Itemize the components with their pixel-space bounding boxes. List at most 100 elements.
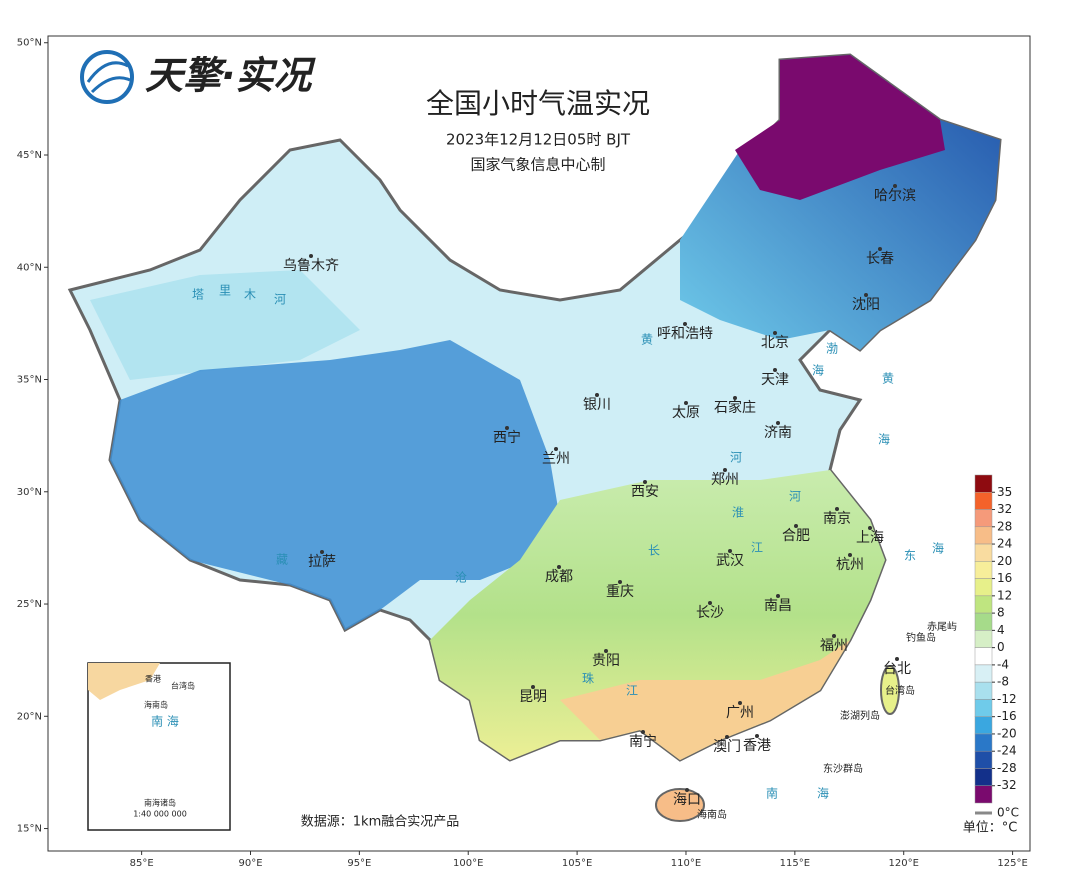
- water-label: 珠: [582, 672, 594, 686]
- logo-text: 天擎·实况: [145, 54, 316, 98]
- city-label: 拉萨: [308, 554, 336, 570]
- inset-label: 台湾岛: [171, 681, 195, 691]
- city-dot: [685, 788, 689, 792]
- city-label: 西安: [631, 484, 659, 500]
- city-dot: [728, 549, 732, 553]
- lon-tick-label: 105°E: [562, 858, 592, 869]
- city-label: 乌鲁木齐: [283, 258, 339, 274]
- inset-land: [88, 663, 160, 700]
- lon-tick-label: 85°E: [130, 858, 154, 869]
- city-label: 太原: [672, 405, 700, 421]
- city-dot: [505, 426, 509, 430]
- lon-tick-label: 115°E: [780, 858, 810, 869]
- hainan-island: [655, 788, 705, 822]
- city-label: 沈阳: [852, 297, 880, 313]
- lat-tick-label: 50°N: [17, 38, 42, 49]
- city-dot: [755, 734, 759, 738]
- legend-tick-label: -24: [997, 744, 1017, 758]
- city-dot: [684, 401, 688, 405]
- inset-label: 香港: [145, 674, 161, 684]
- taiwan-island: [880, 665, 900, 715]
- legend-tick-label: -8: [997, 675, 1009, 689]
- lat-tick-label: 30°N: [17, 487, 42, 498]
- city-dot: [595, 393, 599, 397]
- city-dot: [893, 184, 897, 188]
- city-dot: [773, 331, 777, 335]
- city-dot: [554, 447, 558, 451]
- lon-tick-label: 95°E: [347, 858, 371, 869]
- city-label: 长沙: [696, 605, 724, 621]
- legend-swatch: [974, 561, 993, 579]
- water-label: 海: [817, 786, 829, 801]
- water-label: 塔: [192, 288, 204, 302]
- city-label: 呼和浩特: [657, 326, 713, 342]
- lon-tick-label: 90°E: [238, 858, 262, 869]
- city-dot: [864, 293, 868, 297]
- legend-swatch: [974, 578, 993, 597]
- city-dot: [531, 685, 535, 689]
- city-dot: [848, 553, 852, 557]
- inset-label: 海南岛: [144, 700, 168, 710]
- legend-swatch: [974, 664, 993, 683]
- legend-tick-label: 0: [997, 640, 1005, 654]
- island-label: 海南岛: [697, 808, 727, 821]
- legend-tick-label: -20: [997, 726, 1017, 740]
- legend-swatch: [974, 716, 993, 735]
- legend-tick-label: -32: [997, 778, 1017, 792]
- city-dot: [708, 601, 712, 605]
- legend-swatch: [974, 492, 993, 510]
- water-label: 黄: [882, 372, 894, 386]
- coastal-warm-region: [560, 640, 850, 760]
- inset-label: 南 海: [151, 714, 179, 729]
- dynamic-layer: 50°N 45°N 40°N 35°N 30°N 25°N 20°N 15°N 85°E 90°E…: [17, 38, 1028, 869]
- city-label: 济南: [764, 425, 792, 441]
- city-label: 香港: [743, 738, 771, 754]
- water-label: 淮: [732, 506, 744, 520]
- coldest-region: [735, 55, 945, 200]
- city-label: 重庆: [606, 584, 634, 600]
- legend-tick-label: 8: [997, 606, 1005, 620]
- city-label: 哈尔滨: [874, 188, 916, 204]
- city-dot: [643, 480, 647, 484]
- city-label: 成都: [545, 569, 573, 585]
- legend-swatch: [974, 526, 993, 545]
- city-label: 杭州: [836, 557, 864, 573]
- legend-tick-label: -4: [997, 657, 1009, 671]
- city-dot: [725, 735, 729, 739]
- water-label: 河: [730, 451, 742, 465]
- producer: 国家气象信息中心制: [470, 156, 605, 174]
- water-label: 沧: [455, 570, 467, 585]
- city-label: 长春: [866, 251, 894, 267]
- legend-tick-label: 24: [997, 537, 1012, 551]
- legend-tick-label: 4: [997, 623, 1005, 637]
- lat-tick-label: 35°N: [17, 375, 42, 386]
- legend-tick-label: 32: [997, 502, 1012, 516]
- city-dot: [738, 701, 742, 705]
- city-dot: [832, 634, 836, 638]
- water-label: 藏: [276, 553, 288, 567]
- lat-tick-label: 25°N: [17, 599, 42, 610]
- island-label: 东沙群岛: [823, 762, 863, 775]
- tarim-region: [90, 270, 360, 380]
- legend-zero-label: 0°C: [997, 806, 1019, 820]
- lat-tick-label: 20°N: [17, 711, 42, 722]
- lon-tick-label: 100°E: [453, 858, 483, 869]
- city-label: 昆明: [519, 689, 547, 705]
- legend-swatch: [974, 595, 993, 614]
- city-dot: [776, 421, 780, 425]
- city-label: 武汉: [716, 553, 744, 569]
- lat-tick-label: 15°N: [17, 824, 42, 835]
- water-label: 海: [878, 432, 890, 447]
- legend-swatch: [974, 474, 993, 493]
- water-label: 海: [932, 541, 944, 556]
- island-label: 钓鱼岛: [906, 631, 936, 644]
- legend-swatch: [974, 647, 993, 666]
- water-label: 长: [648, 544, 660, 558]
- city-dot: [776, 594, 780, 598]
- lon-tick-label: 125°E: [997, 858, 1027, 869]
- inset-label: 南海诸岛: [144, 798, 176, 808]
- city-label: 银川: [583, 397, 611, 413]
- city-label: 南京: [823, 511, 851, 527]
- city-dot: [794, 524, 798, 528]
- city-label: 海口: [673, 792, 701, 808]
